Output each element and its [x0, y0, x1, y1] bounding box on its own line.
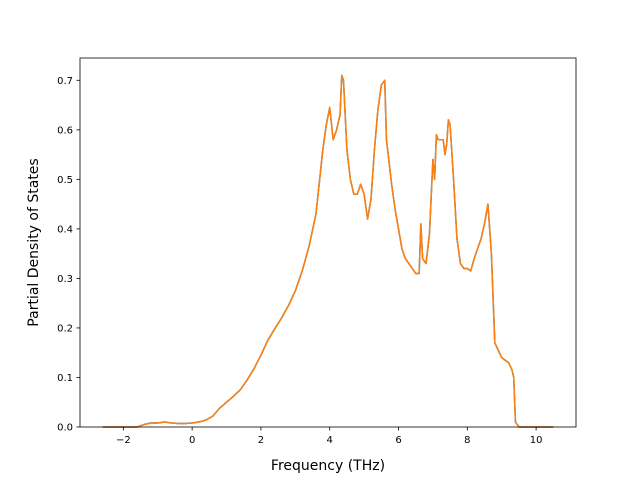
- series-line-2: [102, 74, 554, 428]
- y-tick-label: 0.0: [57, 423, 73, 434]
- x-axis-title: Frequency (THz): [271, 458, 385, 474]
- y-tick-label: 0.1: [57, 373, 73, 384]
- x-tick-label: 6: [395, 435, 401, 446]
- plot-frame: [79, 57, 577, 428]
- x-tick-label: 8: [464, 435, 470, 446]
- y-tick-label: 0.5: [57, 175, 73, 186]
- y-tick-label: 0.7: [57, 76, 73, 87]
- x-tick-label: −2: [116, 435, 131, 446]
- x-tick-label: 0: [189, 435, 195, 446]
- y-tick-label: 0.3: [57, 274, 73, 285]
- x-axis-ticks: −2 0 2 4 6 8 10: [116, 427, 543, 446]
- x-tick-label: 4: [327, 435, 333, 446]
- y-tick-label: 0.4: [57, 224, 73, 235]
- y-axis-title: Partial Density of States: [26, 158, 42, 326]
- y-tick-label: 0.2: [57, 323, 73, 334]
- x-tick-label: 2: [258, 435, 264, 446]
- plot-lines: [102, 74, 554, 428]
- y-tick-label: 0.6: [57, 125, 73, 136]
- x-tick-label: 10: [530, 435, 543, 446]
- y-axis-ticks: 0.0 0.1 0.2 0.3 0.4 0.5 0.6 0.7: [57, 76, 80, 434]
